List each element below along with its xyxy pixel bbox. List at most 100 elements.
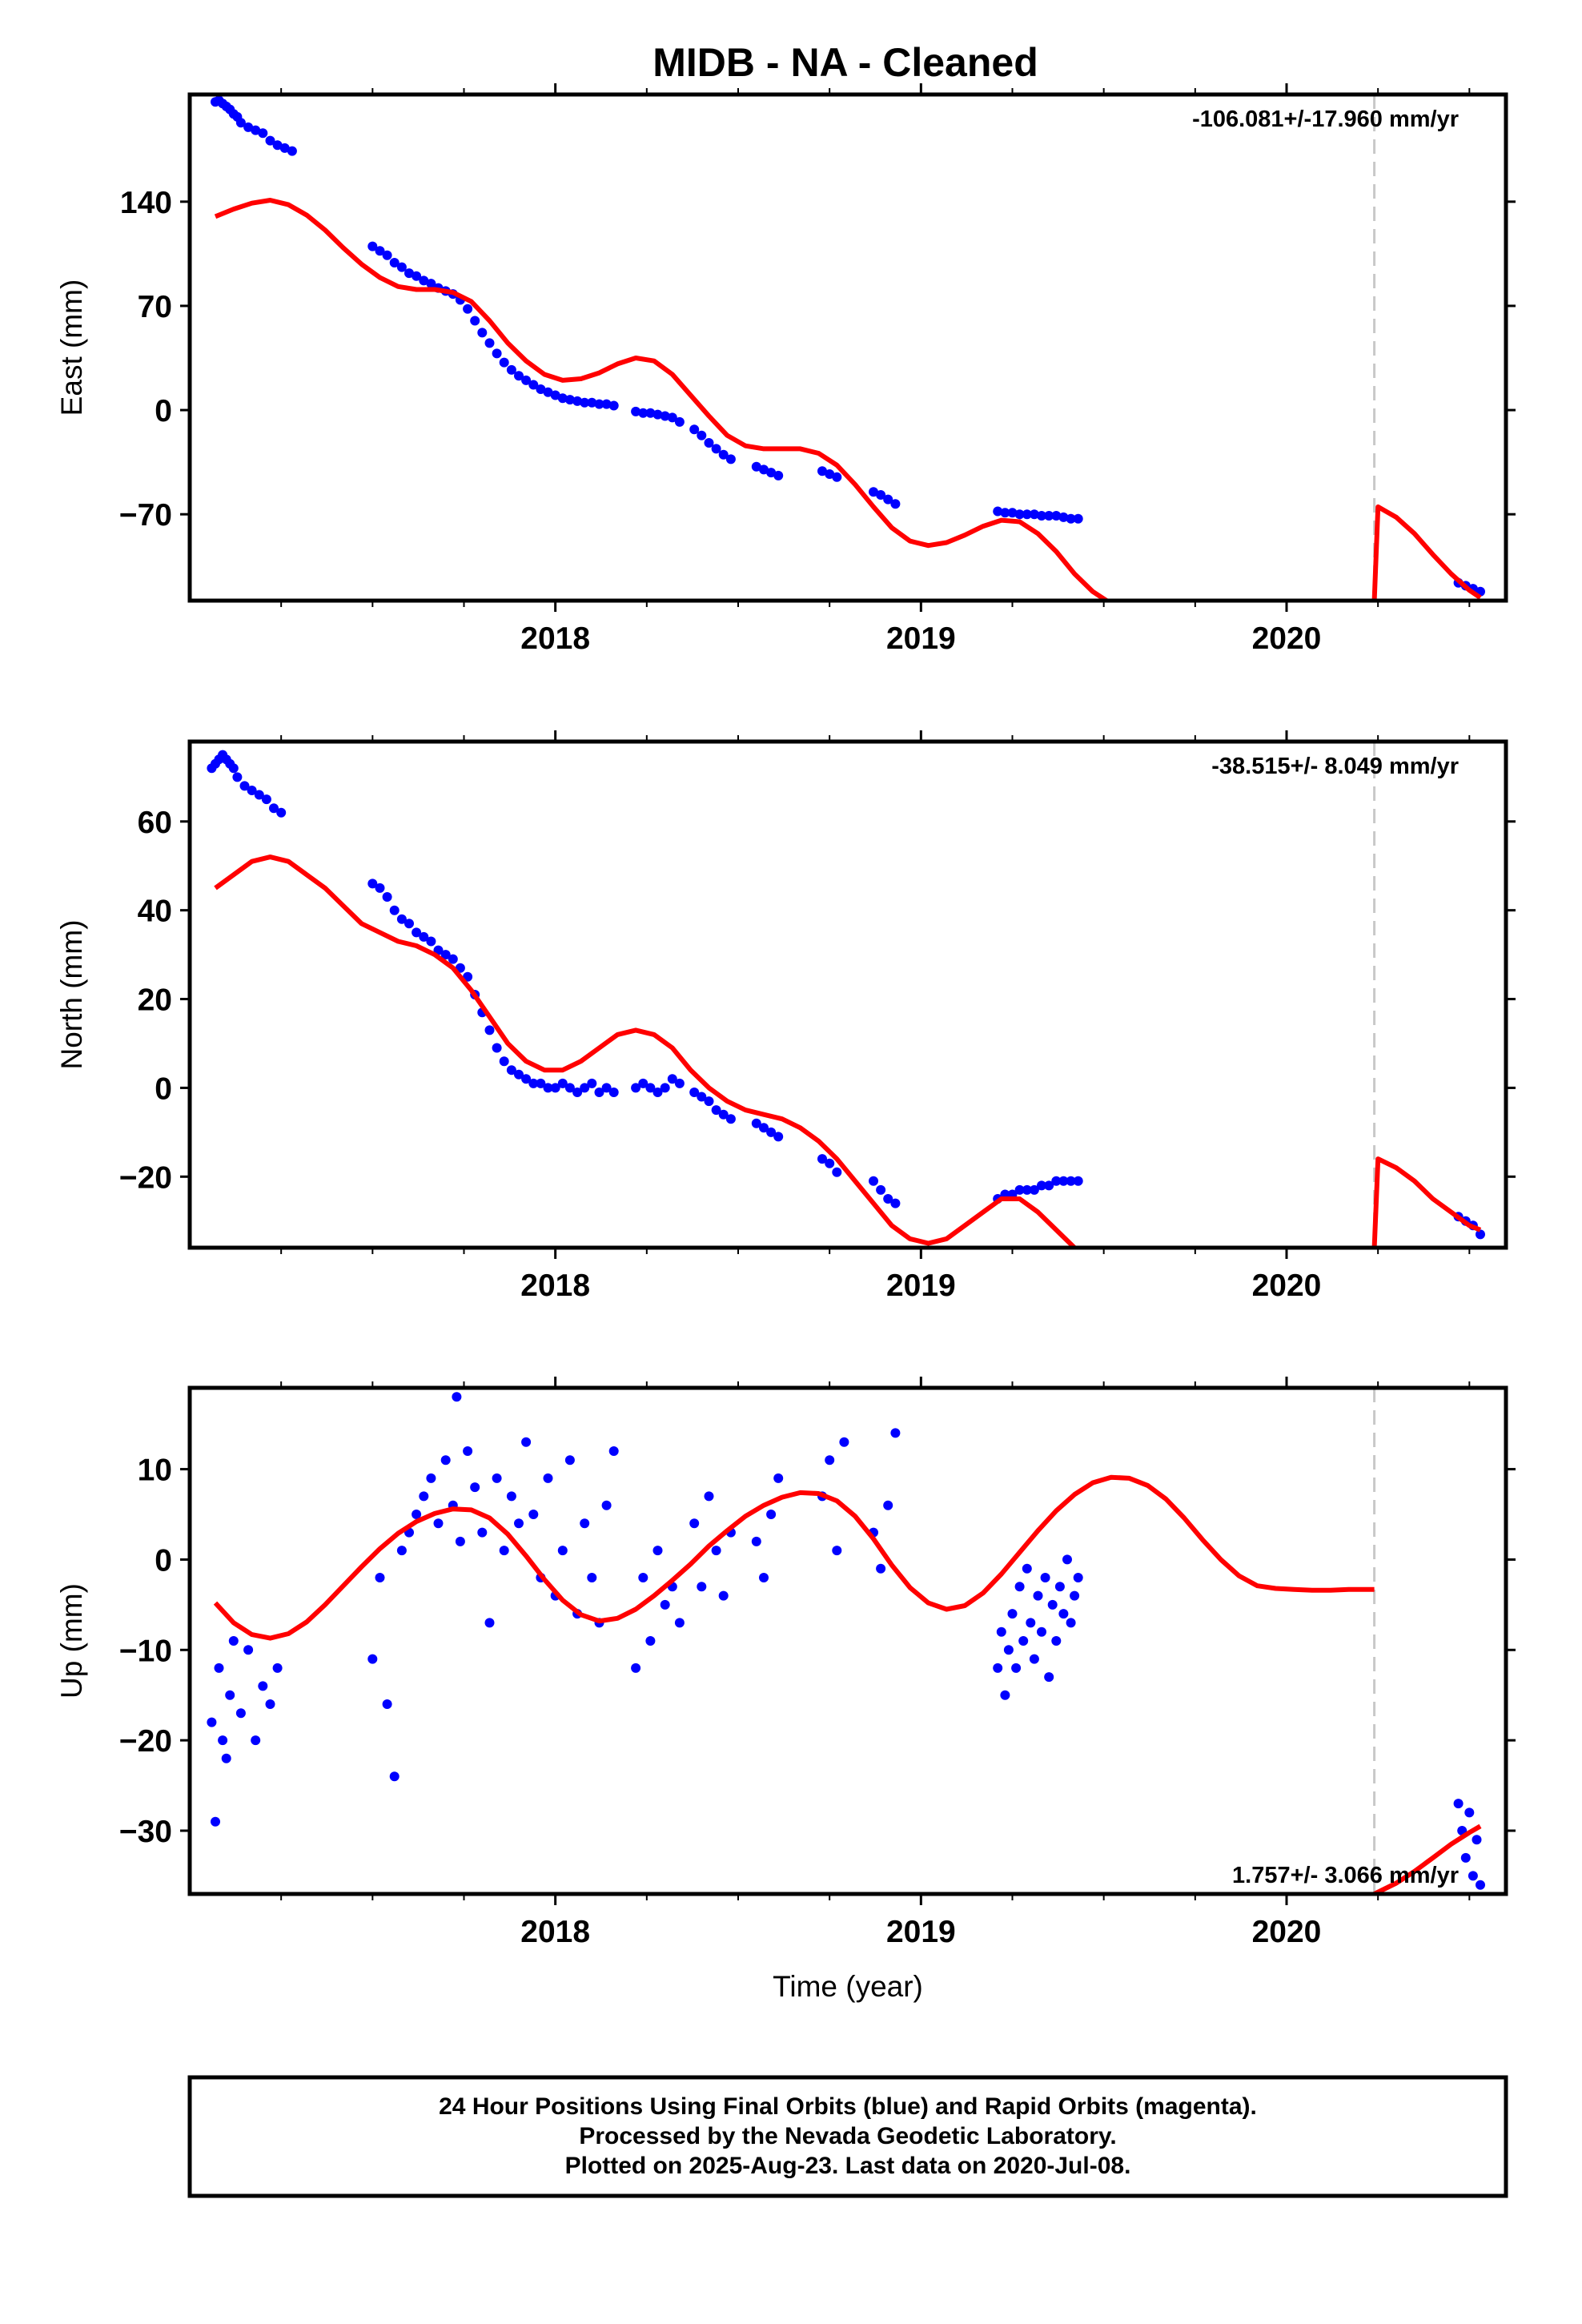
north-xtick-label: 2019: [886, 1269, 956, 1303]
north-data-point: [869, 1176, 878, 1186]
up-data-point: [718, 1590, 729, 1601]
up-data-point: [1062, 1554, 1072, 1565]
up-data-point: [506, 1491, 516, 1502]
up-data-point: [766, 1510, 777, 1519]
north-panel: 60 40 20 0 −20 2018 2019 2020 North (mm) -38.515+…: [55, 730, 1516, 1303]
east-data-point: [718, 449, 729, 460]
up-data-point: [660, 1599, 670, 1610]
north-data-point: [448, 954, 458, 964]
east-ylabel: East (mm): [55, 279, 88, 416]
footer-frame: [187, 2075, 1508, 2198]
north-data-point: [528, 1078, 539, 1088]
up-data-point: [463, 1446, 473, 1456]
north-data-point: [492, 1043, 502, 1053]
up-xlabel: Time (year): [773, 1970, 923, 2003]
up-data-point: [1037, 1626, 1046, 1637]
north-model-segment: [214, 854, 1077, 1248]
east-data-point: [243, 122, 254, 132]
up-data-point: [514, 1518, 524, 1529]
east-data-point: [396, 262, 407, 272]
east-data-point: [521, 375, 532, 385]
north-ytick-label: −20: [119, 1160, 172, 1195]
north-data-point: [652, 1088, 663, 1097]
up-ytick-label: 10: [138, 1454, 172, 1488]
east-data-point: [499, 357, 509, 368]
north-data-point: [412, 927, 422, 938]
north-data-point: [587, 1078, 597, 1088]
up-data-point: [452, 1392, 462, 1402]
up-data-point: [689, 1518, 700, 1529]
east-data-point: [1007, 508, 1018, 518]
east-data-point: [1044, 511, 1054, 521]
east-data-point: [817, 466, 827, 476]
up-data-point: [652, 1546, 663, 1556]
north-data-point: [426, 936, 436, 947]
up-data-point: [1003, 1645, 1014, 1655]
north-data-point: [550, 1083, 560, 1093]
east-data-point: [258, 128, 268, 139]
north-data-point: [1066, 1176, 1076, 1186]
east-data-point: [543, 387, 553, 397]
up-data-point: [412, 1510, 422, 1519]
panels: 140 70 0 −70 2018 2019 2020 East (mm) -106.081+/…: [55, 83, 1516, 2003]
up-data-point: [211, 1816, 220, 1827]
up-data-point: [1044, 1672, 1054, 1683]
up-data-point: [1058, 1609, 1069, 1619]
east-data-point: [638, 408, 648, 418]
up-model-segment: [213, 1474, 1375, 1641]
north-data-point: [608, 1088, 619, 1097]
up-data-point: [221, 1753, 231, 1763]
east-data-point: [711, 444, 721, 454]
up-data-point: [1073, 1573, 1083, 1582]
up-data-point: [228, 1636, 239, 1646]
north-data-point: [514, 1069, 524, 1080]
east-data-point: [389, 258, 400, 267]
up-data-point: [528, 1510, 539, 1519]
east-data-point: [1000, 508, 1010, 518]
up-model: [213, 1474, 1482, 1894]
north-model: [214, 854, 1482, 1248]
north-model-segment: [1371, 1156, 1482, 1248]
north-data-point: [594, 1088, 604, 1097]
north-data-point: [631, 1083, 641, 1093]
north-data-point: [269, 803, 279, 814]
east-data-point: [674, 416, 685, 427]
east-xtick-label: 2019: [886, 621, 956, 656]
east-data-point: [470, 316, 480, 326]
north-data-point: [751, 1118, 761, 1128]
up-data-point: [521, 1437, 532, 1447]
east-ytick-label: 140: [120, 186, 172, 220]
east-data-point: [601, 399, 612, 409]
east-data-point: [993, 506, 1003, 517]
east-data-point: [557, 393, 568, 404]
north-ytick-label: 20: [138, 983, 172, 1018]
north-data-point: [645, 1083, 656, 1093]
up-data-point: [1070, 1590, 1080, 1601]
up-data-point: [1066, 1618, 1076, 1628]
north-data-point: [697, 1092, 707, 1102]
up-data-point: [1007, 1609, 1018, 1619]
north-data-point: [261, 794, 271, 805]
east-ytick-label: 70: [138, 290, 172, 324]
north-data-point: [506, 1065, 516, 1076]
east-data-point: [426, 279, 436, 289]
north-xtick-label: 2018: [520, 1269, 590, 1303]
east-data-point: [550, 390, 560, 400]
up-data-point: [890, 1428, 901, 1438]
east-model: [214, 198, 1482, 601]
east-data-point: [667, 412, 677, 423]
up-data-point: [839, 1437, 849, 1447]
east-data-point: [697, 430, 707, 440]
north-data-point: [536, 1078, 546, 1088]
north-ytick-label: 0: [155, 1072, 172, 1106]
north-data-point: [419, 931, 429, 942]
up-data-point: [608, 1446, 619, 1456]
up-data-point: [1022, 1563, 1032, 1574]
up-data-point: [580, 1518, 590, 1529]
up-data-point: [1476, 1880, 1485, 1890]
east-data-point: [272, 140, 283, 151]
east-data-point: [536, 384, 546, 394]
east-ytick-label: −70: [119, 498, 172, 533]
footer-line-1: 24 Hour Positions Using Final Orbits (bl…: [439, 2093, 1257, 2120]
up-data-point: [557, 1546, 568, 1556]
